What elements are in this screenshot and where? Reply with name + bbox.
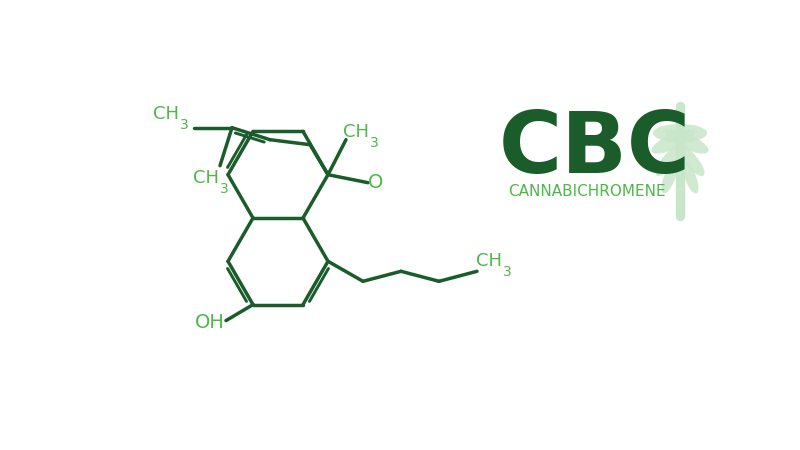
Text: CH: CH xyxy=(343,123,369,141)
Ellipse shape xyxy=(666,129,709,153)
Ellipse shape xyxy=(655,144,683,176)
Text: CH: CH xyxy=(153,105,179,123)
Text: 3: 3 xyxy=(180,118,189,132)
Ellipse shape xyxy=(653,124,707,142)
Text: 3: 3 xyxy=(503,266,512,279)
Text: CH: CH xyxy=(476,252,502,270)
Text: O: O xyxy=(368,173,384,192)
Ellipse shape xyxy=(677,144,705,176)
Ellipse shape xyxy=(651,129,694,153)
Text: CBC: CBC xyxy=(499,108,691,192)
Ellipse shape xyxy=(662,163,677,194)
Text: 3: 3 xyxy=(220,182,229,196)
Text: CANNABICHROMENE: CANNABICHROMENE xyxy=(508,184,666,199)
Text: CH: CH xyxy=(193,169,219,187)
Text: OH: OH xyxy=(195,313,225,332)
Ellipse shape xyxy=(683,163,698,194)
Text: 3: 3 xyxy=(370,136,378,150)
